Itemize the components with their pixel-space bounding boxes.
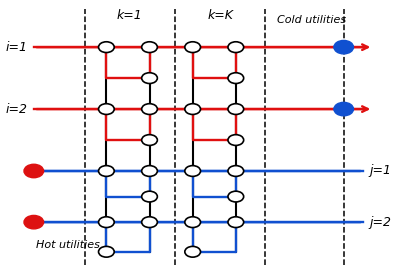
Circle shape [185, 104, 200, 115]
Circle shape [185, 246, 200, 257]
Circle shape [185, 42, 200, 52]
Circle shape [334, 102, 354, 116]
Text: i=1: i=1 [6, 41, 28, 54]
Text: j=2: j=2 [369, 216, 391, 229]
Circle shape [142, 217, 157, 228]
Circle shape [142, 135, 157, 146]
Circle shape [142, 104, 157, 115]
Circle shape [185, 217, 200, 228]
Circle shape [142, 166, 157, 176]
Text: i=2: i=2 [6, 103, 28, 116]
Circle shape [228, 135, 244, 146]
Circle shape [228, 191, 244, 202]
Circle shape [24, 215, 44, 229]
Circle shape [142, 42, 157, 52]
Circle shape [142, 191, 157, 202]
Text: k=1: k=1 [117, 10, 143, 23]
Text: Cold utilities: Cold utilities [276, 15, 346, 25]
Circle shape [228, 217, 244, 228]
Circle shape [185, 166, 200, 176]
Circle shape [98, 42, 114, 52]
Circle shape [228, 42, 244, 52]
Circle shape [228, 73, 244, 84]
Circle shape [98, 166, 114, 176]
Text: k=K: k=K [207, 10, 233, 23]
Circle shape [142, 73, 157, 84]
Circle shape [98, 104, 114, 115]
Circle shape [24, 164, 44, 178]
Text: j=1: j=1 [369, 165, 391, 178]
Circle shape [98, 217, 114, 228]
Circle shape [228, 166, 244, 176]
Circle shape [228, 104, 244, 115]
Circle shape [98, 246, 114, 257]
Circle shape [334, 41, 354, 54]
Text: Hot utilities: Hot utilities [36, 240, 100, 250]
